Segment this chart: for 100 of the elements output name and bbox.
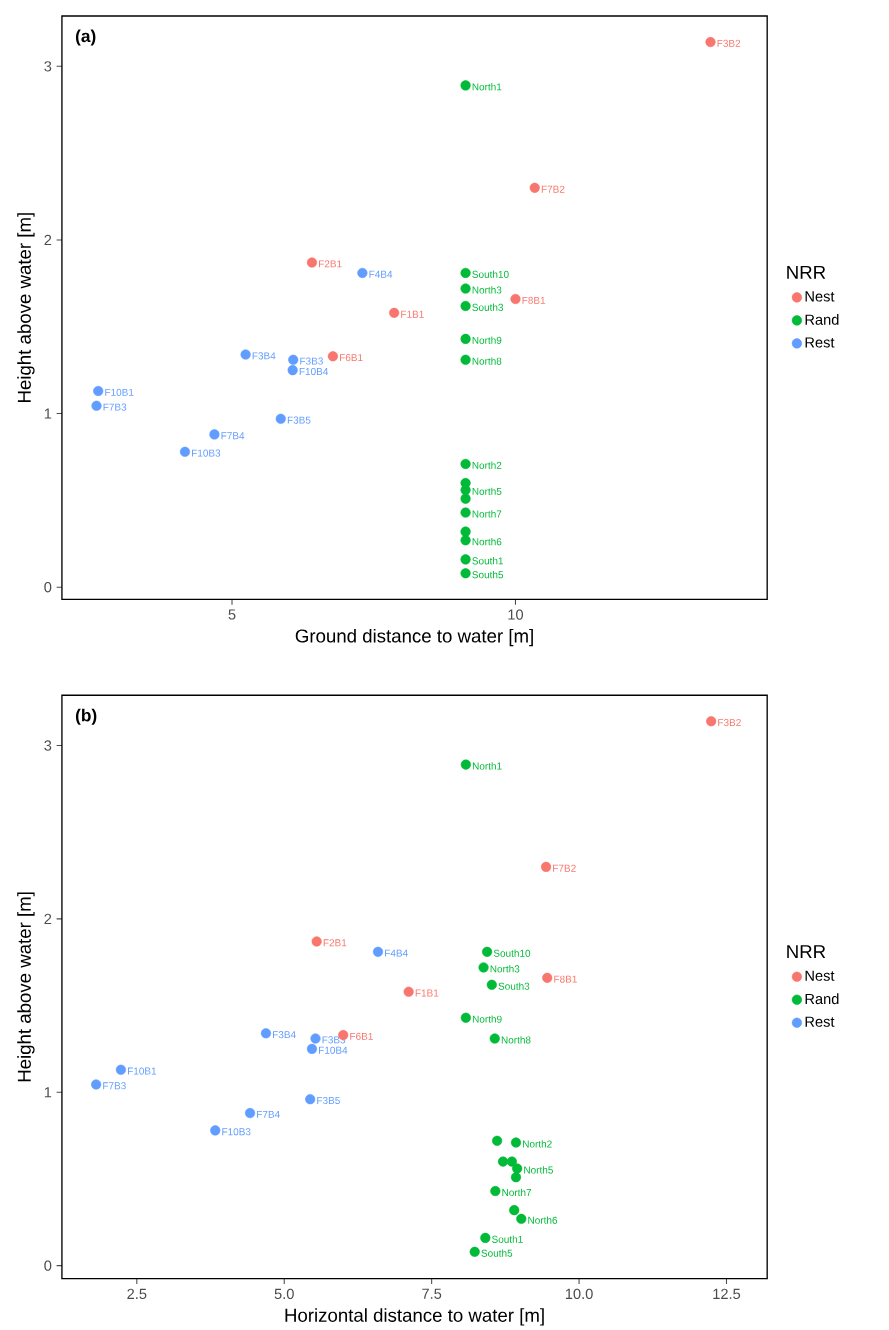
annotation: F4B4 [385,949,408,957]
legend-title: NRR [787,945,826,958]
point [305,1094,316,1105]
point [460,458,471,469]
y-tick-label: 3 [44,61,52,72]
annotation: F10B4 [319,1046,348,1054]
annotation: F10B4 [299,367,329,376]
point [460,493,471,504]
point [372,946,384,957]
point [260,1028,272,1039]
point [480,1232,491,1243]
annotation: North5 [472,487,502,495]
legend-label: Rest [805,1016,835,1027]
point [542,972,553,983]
x-axis-title: Horizontal distance to water [m] [285,1308,544,1326]
point [209,429,220,440]
annotation: North9 [472,1015,502,1023]
x-tick-label: 5.0 [274,1288,294,1300]
annotation: F8B1 [522,296,546,304]
y-tick-label: 2 [44,913,52,925]
x-axis-title: Ground distance to water [m] [295,628,533,647]
annotation: F7B4 [221,432,245,440]
point [506,1156,517,1167]
point [91,400,102,411]
annotation: F10B1 [105,388,134,396]
annotation: South10 [472,270,509,278]
annotation: South5 [472,570,504,579]
legend-label: Rand [805,314,839,325]
annotation: F2B1 [323,939,347,947]
point [510,1172,522,1183]
annotation: F3B2 [717,39,741,47]
point [705,36,716,48]
annotation: F7B3 [103,1082,126,1090]
annotation: F3B4 [273,1031,296,1039]
point [460,554,471,565]
point [460,535,471,546]
annotation: North6 [528,1216,558,1224]
point [478,962,489,973]
x-tick-label: 7.5 [422,1288,442,1299]
annotation: South3 [498,982,530,990]
x-tick-label: 10 [508,609,524,620]
annotation: F10B3 [222,1128,251,1136]
point [510,1137,522,1148]
point [115,1064,126,1075]
point [460,333,471,344]
point [460,354,471,365]
point [288,354,299,365]
point [327,351,338,362]
point [460,507,471,518]
point [91,1079,102,1090]
annotation: North1 [472,83,502,91]
point [469,1246,480,1257]
point [460,526,471,537]
point [460,759,471,770]
point [389,307,400,318]
annotation: South5 [481,1249,513,1257]
annotation: North5 [524,1166,553,1174]
point [460,267,471,278]
annotation: North6 [472,537,502,546]
annotation: South3 [472,303,504,311]
point [275,413,286,424]
point [486,979,497,990]
annotation: North3 [490,965,520,973]
x-tick-label: 12.5 [713,1288,741,1300]
y-tick-label: 1 [44,408,52,419]
y-axis-title: Height above water [m] [17,213,35,403]
point [179,446,190,457]
annotation: North7 [502,1188,532,1197]
annotation: F7B2 [541,185,565,193]
point [460,283,471,294]
x-tick-label: 10.0 [565,1288,593,1300]
annotation: F7B3 [103,403,127,411]
text: (a) [75,29,96,46]
annotation: F1B1 [401,310,424,318]
annotation: North3 [472,286,502,294]
annotation: F3B3 [300,357,323,365]
x-tick-label: 5 [228,609,236,620]
annotation: South1 [472,557,503,565]
annotation: F3B2 [718,719,741,727]
point [240,349,251,360]
legend-title: NRR [787,265,826,279]
legend-label: Nest [805,970,835,981]
point [516,1213,527,1224]
point [509,1205,520,1216]
point [540,861,552,872]
annotation: F3B5 [287,416,311,424]
annotation: F8B1 [554,975,577,983]
point [287,365,298,376]
y-tick-label: 0 [44,582,52,593]
legend-label: Nest [805,291,835,302]
annotation: F6B1 [339,354,363,362]
point [357,267,368,278]
annotation: North8 [501,1036,531,1044]
point [492,1135,503,1146]
point [311,936,322,947]
y-axis-title: Height above water [m] [17,892,35,1082]
point [460,568,471,579]
y-tick-label: 1 [44,1087,52,1098]
legend-label: Rand [805,993,839,1005]
y-tick-label: 2 [44,234,52,246]
